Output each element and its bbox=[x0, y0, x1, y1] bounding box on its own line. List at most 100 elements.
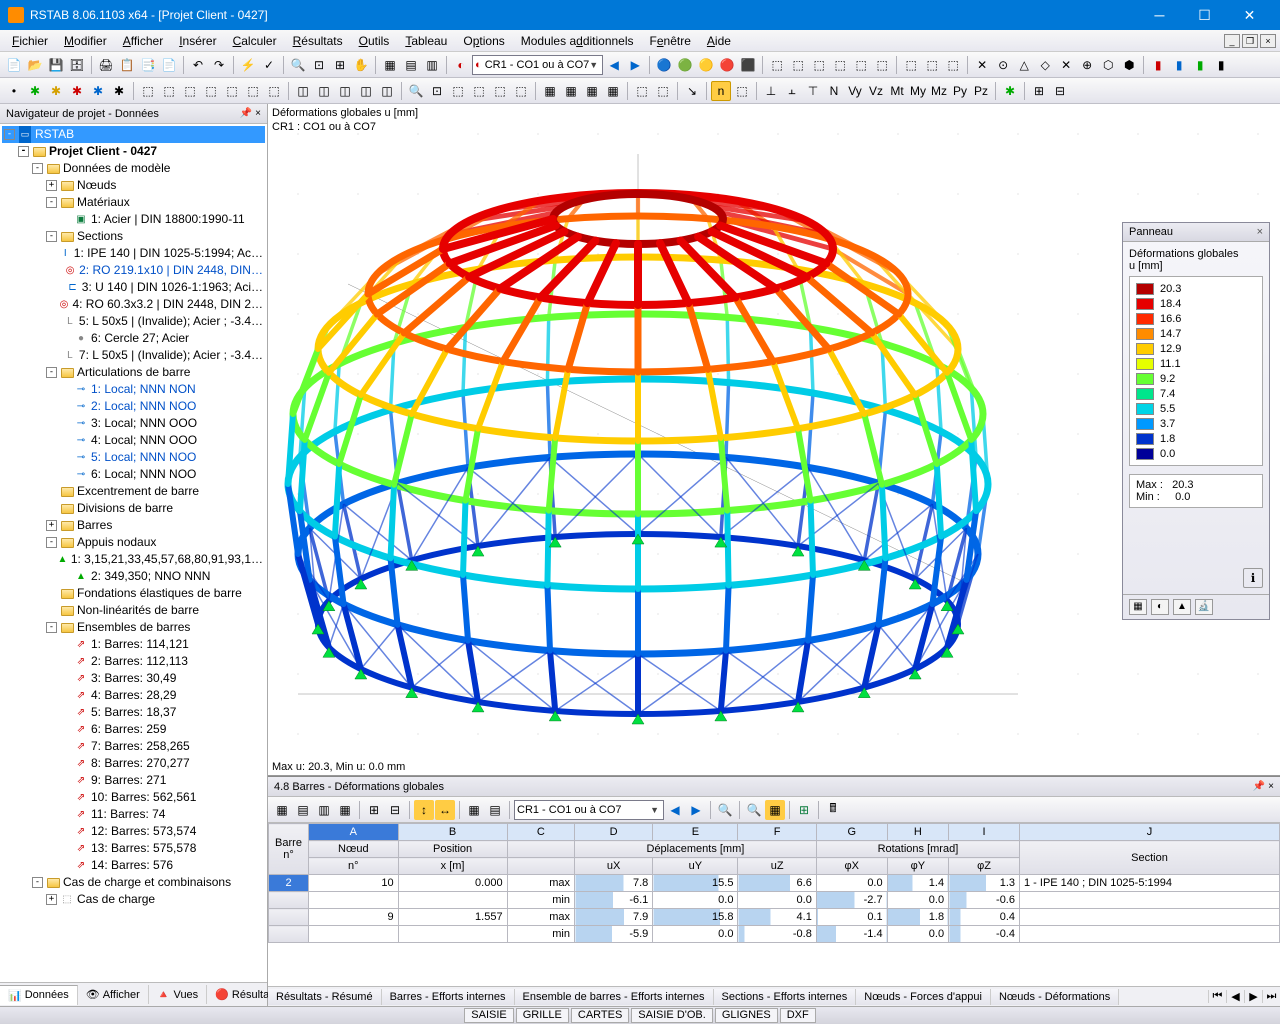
tree-node[interactable]: Divisions de barre bbox=[2, 500, 265, 517]
tree-node[interactable]: ⇗3: Barres: 30,49 bbox=[2, 670, 265, 687]
snap8-icon[interactable]: ⬢ bbox=[1119, 55, 1139, 75]
pan-icon[interactable]: ✋ bbox=[351, 55, 371, 75]
pin-icon[interactable]: 📌 × bbox=[240, 108, 261, 119]
t2-arrow[interactable]: ↘ bbox=[682, 81, 702, 101]
tree-node[interactable]: ⊸5: Local; NNN NOO bbox=[2, 449, 265, 466]
tree-node[interactable]: ⇗6: Barres: 259 bbox=[2, 721, 265, 738]
t2-32[interactable]: ⬚ bbox=[732, 81, 752, 101]
tree-node[interactable]: ⇗5: Barres: 18,37 bbox=[2, 704, 265, 721]
tree-node[interactable]: -▭RSTAB bbox=[2, 126, 265, 143]
tree-node[interactable]: ⇗9: Barres: 271 bbox=[2, 772, 265, 789]
t2-9[interactable]: ⬚ bbox=[180, 81, 200, 101]
t2-39[interactable]: Mt bbox=[887, 81, 907, 101]
t2-28[interactable]: ▦ bbox=[603, 81, 623, 101]
open-icon[interactable]: 📂 bbox=[25, 55, 45, 75]
paste-icon[interactable]: 📄 bbox=[159, 55, 179, 75]
tree-node[interactable]: ◎2: RO 219.1x10 | DIN 2448, DIN… bbox=[2, 262, 265, 279]
t2-12[interactable]: ⬚ bbox=[243, 81, 263, 101]
redo-icon[interactable]: ↷ bbox=[209, 55, 229, 75]
tree-node[interactable]: -Données de modèle bbox=[2, 160, 265, 177]
tt11[interactable]: 🔍 bbox=[715, 800, 735, 820]
tab-afficher[interactable]: 👁 Afficher bbox=[78, 985, 149, 1004]
tt12[interactable]: 🔍 bbox=[744, 800, 764, 820]
tree-node[interactable]: ▲2: 349,350; NNO NNN bbox=[2, 568, 265, 585]
t2-27[interactable]: ▦ bbox=[582, 81, 602, 101]
tree-node[interactable]: ⇗14: Barres: 576 bbox=[2, 857, 265, 874]
calc-icon2[interactable]: 🖩 bbox=[823, 800, 843, 820]
tree-node[interactable]: +⬚Cas de charge bbox=[2, 891, 265, 908]
t2-42[interactable]: Py bbox=[950, 81, 970, 101]
t2-15[interactable]: ◫ bbox=[314, 81, 334, 101]
tree-node[interactable]: ▣1: Acier | DIN 18800:1990-11 bbox=[2, 211, 265, 228]
grp3-icon[interactable]: ⬚ bbox=[809, 55, 829, 75]
mod1-icon[interactable]: ▮ bbox=[1148, 55, 1168, 75]
tree-node[interactable]: ⇗1: Barres: 114,121 bbox=[2, 636, 265, 653]
menu-tableau[interactable]: Tableau bbox=[397, 32, 455, 50]
t2-40[interactable]: My bbox=[908, 81, 928, 101]
tree-node[interactable]: I1: IPE 140 | DIN 1025-5:1994; Ac… bbox=[2, 245, 265, 262]
nav-tree[interactable]: -▭RSTAB-Projet Client - 0427-Données de … bbox=[0, 124, 267, 982]
view1-icon[interactable]: ▦ bbox=[380, 55, 400, 75]
res2-icon[interactable]: 🟢 bbox=[675, 55, 695, 75]
sel3-icon[interactable]: ⬚ bbox=[943, 55, 963, 75]
panel-info-icon[interactable]: ℹ bbox=[1243, 568, 1263, 588]
result-tab[interactable]: Nœuds - Forces d'appui bbox=[856, 989, 991, 1005]
tree-node[interactable]: ⊸6: Local; NNN NOO bbox=[2, 466, 265, 483]
sel1-icon[interactable]: ⬚ bbox=[901, 55, 921, 75]
status-cell[interactable]: GLIGNES bbox=[715, 1008, 778, 1023]
tab-nav-arrow[interactable]: ⏭ bbox=[1262, 990, 1280, 1003]
table-combo[interactable]: CR1 - CO1 ou à CO7▼ bbox=[514, 800, 664, 820]
t2-43[interactable]: Pz bbox=[971, 81, 991, 101]
status-cell[interactable]: GRILLE bbox=[516, 1008, 569, 1023]
zoom-all-icon[interactable]: ⊞ bbox=[330, 55, 350, 75]
tab-nav-arrow[interactable]: ⏮ bbox=[1208, 990, 1226, 1003]
tree-node[interactable]: ⇗13: Barres: 575,578 bbox=[2, 840, 265, 857]
t2-33[interactable]: ⊥ bbox=[761, 81, 781, 101]
save-all-icon[interactable]: 🗄 bbox=[67, 55, 87, 75]
tree-node[interactable]: ▲1: 3,15,21,33,45,57,68,80,91,93,1… bbox=[2, 551, 265, 568]
grp1-icon[interactable]: ⬚ bbox=[767, 55, 787, 75]
lc-prev-icon[interactable]: ◀ bbox=[604, 55, 624, 75]
tt10[interactable]: ▤ bbox=[485, 800, 505, 820]
check-icon[interactable]: ✓ bbox=[259, 55, 279, 75]
tree-node[interactable]: ⊏3: U 140 | DIN 1026-1:1963; Aci… bbox=[2, 279, 265, 296]
tab-vues[interactable]: 🔺 Vues bbox=[149, 985, 207, 1004]
tt-next[interactable]: ▶ bbox=[686, 800, 706, 820]
panel-close-icon[interactable]: × bbox=[1257, 226, 1263, 238]
tree-node[interactable]: +Nœuds bbox=[2, 177, 265, 194]
t2-31[interactable]: n bbox=[711, 81, 731, 101]
status-cell[interactable]: CARTES bbox=[571, 1008, 629, 1023]
t2-30[interactable]: ⬚ bbox=[653, 81, 673, 101]
mod2-icon[interactable]: ▮ bbox=[1169, 55, 1189, 75]
t2-18[interactable]: ◫ bbox=[377, 81, 397, 101]
save-icon[interactable]: 💾 bbox=[46, 55, 66, 75]
snap5-icon[interactable]: ✕ bbox=[1056, 55, 1076, 75]
tree-node[interactable]: ⇗2: Barres: 112,113 bbox=[2, 653, 265, 670]
t2-23[interactable]: ⬚ bbox=[490, 81, 510, 101]
result-tab[interactable]: Sections - Efforts internes bbox=[714, 989, 857, 1005]
t2-35[interactable]: ⊤ bbox=[803, 81, 823, 101]
t2-8[interactable]: ⬚ bbox=[159, 81, 179, 101]
result-tab[interactable]: Nœuds - Déformations bbox=[991, 989, 1119, 1005]
t2-41[interactable]: Mz bbox=[929, 81, 949, 101]
tab-nav-arrow[interactable]: ▶ bbox=[1244, 990, 1262, 1003]
tt1[interactable]: ▦ bbox=[272, 800, 292, 820]
copy-icon[interactable]: 📑 bbox=[138, 55, 158, 75]
tree-node[interactable]: -Projet Client - 0427 bbox=[2, 143, 265, 160]
result-tab[interactable]: Barres - Efforts internes bbox=[382, 989, 515, 1005]
res3-icon[interactable]: 🟡 bbox=[696, 55, 716, 75]
viewport-3d[interactable]: Déformations globales u [mm]CR1 : CO1 ou… bbox=[268, 104, 1280, 776]
tree-node[interactable]: ⇗7: Barres: 258,265 bbox=[2, 738, 265, 755]
tree-node[interactable]: ●6: Cercle 27; Acier bbox=[2, 330, 265, 347]
t2-45[interactable]: ⊞ bbox=[1029, 81, 1049, 101]
result-tab[interactable]: Ensemble de barres - Efforts internes bbox=[515, 989, 714, 1005]
sel2-icon[interactable]: ⬚ bbox=[922, 55, 942, 75]
print-icon[interactable]: 🖨 bbox=[96, 55, 116, 75]
result-tab[interactable]: Résultats - Résumé bbox=[268, 989, 382, 1005]
tree-node[interactable]: -Cas de charge et combinaisons bbox=[2, 874, 265, 891]
results-toggle-icon[interactable]: ◐ bbox=[451, 55, 471, 75]
menu-calculer[interactable]: Calculer bbox=[225, 32, 285, 50]
snap4-icon[interactable]: ◇ bbox=[1035, 55, 1055, 75]
excel-icon[interactable]: ⊞ bbox=[794, 800, 814, 820]
tree-node[interactable]: -Matériaux bbox=[2, 194, 265, 211]
